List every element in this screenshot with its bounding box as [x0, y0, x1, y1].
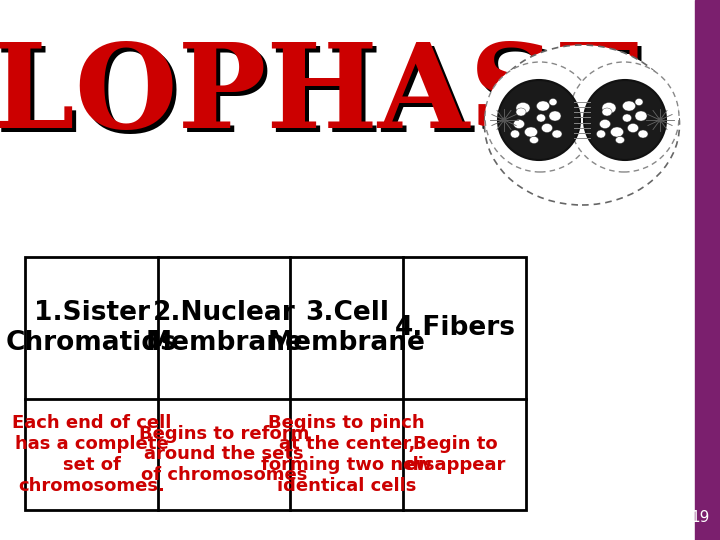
- Text: 2.Nuclear
Membrane: 2.Nuclear Membrane: [145, 300, 303, 355]
- Text: 3.Cell
Membrane: 3.Cell Membrane: [268, 300, 426, 355]
- Ellipse shape: [549, 98, 557, 105]
- Text: Each end of cell
has a complete
set of
chromosomes.: Each end of cell has a complete set of c…: [12, 414, 171, 495]
- Text: 1.Sister
Chromatids: 1.Sister Chromatids: [6, 300, 177, 355]
- Ellipse shape: [623, 101, 636, 111]
- Ellipse shape: [552, 130, 562, 138]
- Text: TELOPHASE: TELOPHASE: [0, 43, 649, 158]
- Ellipse shape: [638, 130, 648, 138]
- Ellipse shape: [516, 108, 526, 116]
- Text: TELOPHASE: TELOPHASE: [0, 37, 645, 152]
- Ellipse shape: [602, 108, 612, 116]
- Ellipse shape: [510, 130, 520, 138]
- Ellipse shape: [536, 101, 549, 111]
- Bar: [695, 0, 720, 540]
- Ellipse shape: [628, 124, 639, 132]
- Ellipse shape: [485, 45, 680, 205]
- Ellipse shape: [657, 118, 662, 123]
- Ellipse shape: [596, 130, 606, 138]
- Ellipse shape: [623, 114, 631, 122]
- Ellipse shape: [584, 80, 666, 160]
- Ellipse shape: [536, 114, 546, 122]
- Ellipse shape: [498, 80, 580, 160]
- Text: Begin to
disappear: Begin to disappear: [405, 435, 505, 474]
- Text: 4.Fibers: 4.Fibers: [395, 315, 516, 341]
- Text: Begins to reform
around the sets
of chromosomes: Begins to reform around the sets of chro…: [139, 424, 310, 484]
- Ellipse shape: [524, 127, 538, 137]
- Ellipse shape: [611, 127, 624, 137]
- Ellipse shape: [549, 111, 561, 121]
- Ellipse shape: [635, 111, 647, 121]
- Ellipse shape: [600, 119, 611, 129]
- Bar: [25, 256, 526, 510]
- Ellipse shape: [616, 137, 624, 144]
- Ellipse shape: [569, 62, 679, 172]
- Ellipse shape: [516, 103, 530, 113]
- Ellipse shape: [485, 62, 595, 172]
- Ellipse shape: [541, 124, 552, 132]
- Ellipse shape: [513, 119, 524, 129]
- Ellipse shape: [502, 118, 506, 123]
- Ellipse shape: [602, 103, 616, 113]
- Text: 19: 19: [690, 510, 709, 525]
- Ellipse shape: [529, 137, 539, 144]
- Ellipse shape: [635, 98, 643, 105]
- Text: Begins to pinch
at the center,
forming two new
identical cells: Begins to pinch at the center, forming t…: [261, 414, 432, 495]
